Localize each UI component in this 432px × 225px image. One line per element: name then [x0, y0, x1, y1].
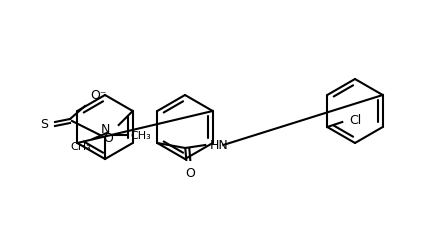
- Text: CH₃: CH₃: [70, 141, 91, 151]
- Text: N: N: [100, 122, 110, 135]
- Text: CH₃: CH₃: [130, 130, 151, 140]
- Text: S: S: [40, 118, 48, 131]
- Text: Cl: Cl: [349, 114, 362, 127]
- Text: O: O: [103, 131, 113, 144]
- Text: HN: HN: [209, 139, 228, 152]
- Text: O⁻: O⁻: [90, 89, 107, 101]
- Text: O: O: [185, 166, 195, 179]
